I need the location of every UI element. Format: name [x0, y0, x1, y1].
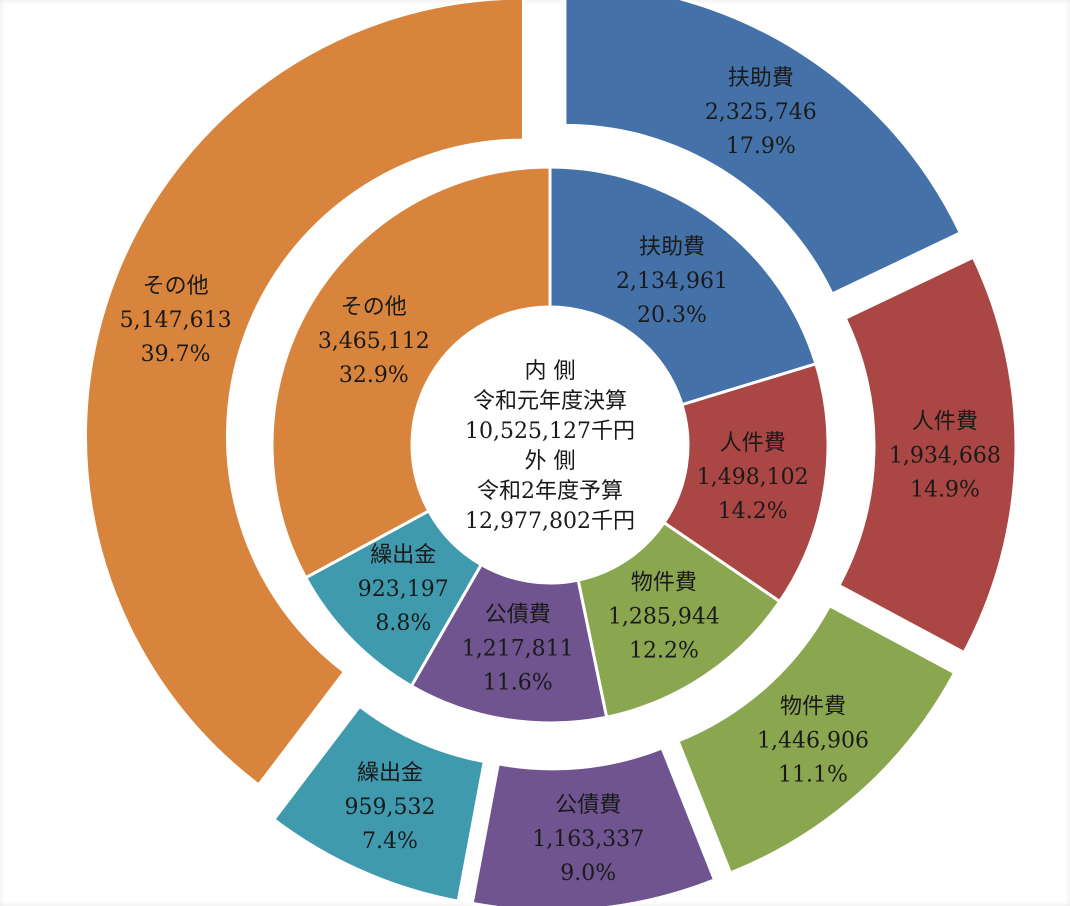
inner-slice-label-5: その他 3,465,112 32.9% [318, 295, 430, 388]
center-label: 内 側令和元年度決算 10,525,127千円外 側令和2年度予算 12,977,8… [465, 359, 635, 534]
outer-slice-4 [271, 704, 487, 903]
slice-category-label: 扶助費 [728, 66, 794, 91]
slice-labels: 扶助費 2,325,746 17.9% 人件費 1,934,668 14.9% 物件費 1,4… [120, 66, 1001, 886]
slice-value-label: 923,197 [358, 577, 449, 602]
slice-percent-label: 11.6% [483, 670, 553, 695]
slice-category-label: 繰出金 [357, 761, 423, 786]
slice-percent-label: 14.9% [910, 477, 980, 502]
slice-value-label: 1,498,102 [697, 465, 809, 490]
slice-value-label: 1,163,337 [532, 827, 644, 852]
slice-value-label: 1,446,906 [757, 729, 869, 754]
slice-category-label: 物件費 [780, 695, 846, 720]
slice-percent-label: 17.9% [726, 134, 796, 159]
outer-slice-label-5: その他 5,147,613 39.7% [120, 274, 232, 367]
slice-percent-label: 32.9% [339, 363, 409, 388]
inner-slice-label-1: 人件費 1,498,102 14.2% [697, 431, 809, 524]
inner-slice-label-3: 公債費 1,217,811 11.6% [462, 602, 574, 695]
slice-value-label: 2,325,746 [705, 100, 817, 125]
slice-category-label: その他 [341, 295, 407, 320]
outer-slice-0 [563, 0, 963, 296]
inner-slice-1 [661, 361, 830, 604]
slices [83, 0, 1018, 906]
slice-value-label: 2,134,961 [616, 269, 728, 294]
outer-slice-label-0: 扶助費 2,325,746 17.9% [705, 66, 817, 159]
center-label-line: 10,525,127千円 [465, 419, 635, 444]
slice-category-label: 公債費 [485, 602, 551, 627]
slice-value-label: 1,217,811 [462, 636, 574, 661]
slice-value-label: 3,465,112 [318, 329, 430, 354]
inner-slice-label-4: 繰出金 923,197 8.8% [358, 543, 449, 636]
inner-slice-0 [548, 165, 818, 407]
slice-percent-label: 14.2% [718, 499, 788, 524]
slice-percent-label: 39.7% [141, 342, 211, 367]
outer-slice-label-4: 繰出金 959,532 7.4% [345, 761, 436, 854]
inner-slice-2 [576, 520, 782, 719]
outer-slice-label-1: 人件費 1,934,668 14.9% [889, 409, 1001, 502]
center-label-line: 12,977,802千円 [465, 509, 635, 534]
center-label-line: 令和元年度決算 [473, 389, 627, 414]
outer-slice-label-2: 物件費 1,446,906 11.1% [757, 695, 869, 788]
slice-category-label: 人件費 [912, 409, 978, 434]
outer-slice-2 [676, 603, 957, 875]
outer-slice-3 [470, 745, 717, 906]
inner-slice-5 [270, 165, 552, 580]
center-label-line: 内 側 [525, 359, 576, 384]
center-label-line: 令和2年度予算 [477, 479, 623, 504]
slice-category-label: 公債費 [555, 793, 621, 818]
slice-percent-label: 11.1% [778, 763, 848, 788]
slice-category-label: 繰出金 [370, 543, 436, 568]
inner-slice-label-0: 扶助費 2,134,961 20.3% [616, 235, 728, 328]
slice-percent-label: 12.2% [629, 639, 699, 664]
slice-category-label: 人件費 [720, 431, 786, 456]
slice-category-label: 扶助費 [639, 235, 705, 260]
outer-slice-label-3: 公債費 1,163,337 9.0% [532, 793, 644, 886]
slice-percent-label: 8.8% [375, 611, 431, 636]
center-label-line: 外 側 [525, 449, 576, 474]
slice-value-label: 5,147,613 [120, 308, 232, 333]
slice-category-label: 物件費 [631, 571, 697, 596]
slice-value-label: 1,934,668 [889, 443, 1001, 468]
inner-slice-label-2: 物件費 1,285,944 12.2% [608, 571, 720, 664]
slice-value-label: 1,285,944 [608, 605, 720, 630]
slice-percent-label: 7.4% [362, 829, 418, 854]
outer-slice-1 [836, 255, 1018, 655]
slice-percent-label: 9.0% [560, 861, 616, 886]
outer-slice-5 [83, 0, 525, 788]
slice-category-label: その他 [143, 274, 209, 299]
slice-percent-label: 20.3% [637, 303, 707, 328]
slice-value-label: 959,532 [345, 795, 436, 820]
